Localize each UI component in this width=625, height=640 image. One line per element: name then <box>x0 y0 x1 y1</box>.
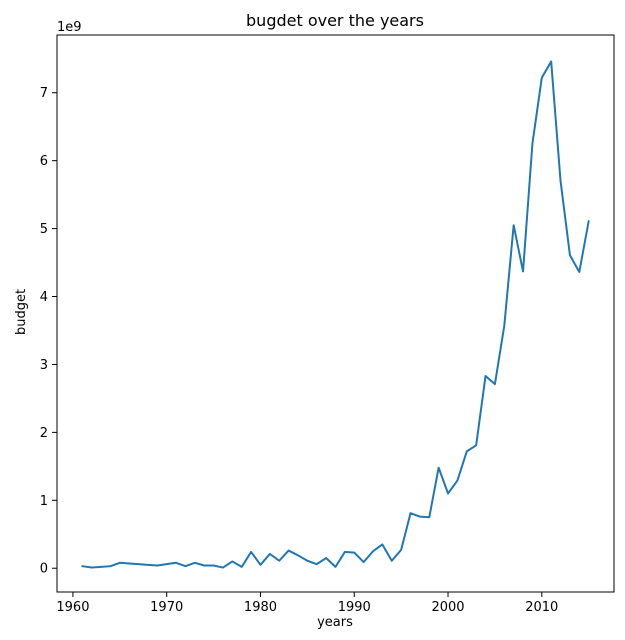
x-tick-label: 2010 <box>525 600 558 615</box>
x-axis: 1960 1970 1980 1990 2000 2010 <box>56 592 558 615</box>
y-tick-label: 5 <box>40 222 48 237</box>
x-tick-label: 1960 <box>56 600 89 615</box>
y-scale-label: 1e9 <box>57 20 82 35</box>
x-tick-label: 1970 <box>150 600 183 615</box>
y-tick-label: 7 <box>40 86 48 101</box>
axes-frame <box>56 34 615 593</box>
y-tick-label: 4 <box>40 290 48 305</box>
y-tick-label: 6 <box>40 154 48 169</box>
series-line-0 <box>81 60 590 569</box>
y-axis-title: budget <box>14 289 29 335</box>
y-tick-label: 1 <box>40 494 48 509</box>
y-axis: 0 1 2 3 4 5 6 7 <box>40 86 57 577</box>
plot-area <box>81 60 590 569</box>
y-tick-label: 0 <box>40 562 48 577</box>
x-axis-title: years <box>317 615 353 630</box>
y-tick-label: 3 <box>40 358 48 373</box>
x-tick-label: 2000 <box>431 600 464 615</box>
chart-title: bugdet over the years <box>246 11 424 30</box>
y-tick-label: 2 <box>40 426 48 441</box>
x-tick-label: 1990 <box>338 600 371 615</box>
x-tick-label: 1980 <box>244 600 277 615</box>
